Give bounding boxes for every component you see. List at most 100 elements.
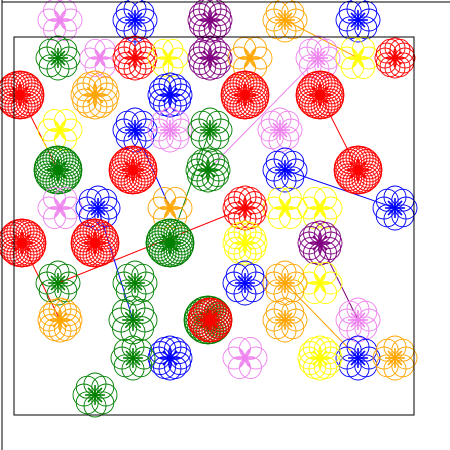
rosette-spoke: [132, 319, 142, 329]
rosette-spoke: [277, 319, 286, 328]
rosette-spoke: [132, 357, 141, 366]
rosette-spoke: [202, 12, 211, 21]
rosette-violet: [37, 0, 83, 41]
rosette-spoke: [244, 49, 251, 59]
rosette-petal: [54, 0, 77, 22]
rosette-spoke: [209, 50, 218, 59]
rosette-petal: [314, 262, 337, 285]
rosette-orange: [70, 70, 120, 120]
rosette-petal: [206, 153, 229, 176]
rosette-spoke: [99, 57, 106, 67]
rosette-petal: [314, 38, 338, 62]
rosette-spoke: [357, 357, 366, 366]
rosette-petal: [43, 109, 66, 132]
rosette-spoke: [349, 169, 359, 179]
rosette-spoke: [314, 199, 321, 209]
rosette-spoke: [127, 275, 136, 284]
rosette-spoke: [209, 19, 218, 28]
rosette-spoke: [54, 121, 61, 131]
rosette-petal: [168, 78, 191, 101]
rosette-spoke: [134, 275, 143, 284]
rosette-spoke: [94, 94, 104, 104]
rosette-spoke: [164, 207, 171, 217]
rosette-spoke: [87, 394, 96, 403]
rosette-spoke: [319, 350, 328, 359]
rosette-spoke: [209, 122, 218, 131]
rosette-spoke: [394, 51, 402, 59]
connector-line: [319, 94, 359, 171]
rosette-spoke: [99, 49, 106, 59]
rosette-blue: [335, 0, 381, 43]
rosette-orange: [227, 37, 273, 79]
rosette-spoke: [357, 12, 366, 21]
rosette-petal: [126, 147, 152, 173]
rosette-violet: [222, 337, 268, 379]
rosette-spoke: [394, 200, 403, 209]
rosette-orange: [262, 260, 308, 306]
rosette-spoke: [284, 199, 291, 209]
rosette-spoke: [86, 234, 96, 244]
rosette-spoke: [54, 129, 61, 139]
rosette-spoke: [357, 312, 366, 321]
rosette-petal: [58, 303, 81, 326]
rosette-spoke: [202, 319, 211, 328]
rosette-spoke: [134, 282, 143, 291]
rosette-spoke: [244, 86, 254, 96]
rosette-spoke: [134, 57, 143, 66]
rosette-spoke: [94, 86, 104, 96]
rosette-blue: [262, 147, 308, 193]
rosette-petal: [153, 187, 176, 210]
rosette-petal: [166, 110, 190, 134]
rosette-spoke: [357, 319, 366, 328]
rosette-petal: [204, 0, 227, 22]
rosette-spoke: [284, 207, 291, 217]
rosette-spoke: [169, 350, 178, 359]
rosette-petal: [193, 0, 216, 22]
rosette-orange: [262, 297, 308, 343]
rosette-spoke: [162, 94, 171, 103]
rosette-spoke: [237, 282, 246, 291]
rosette-spoke: [237, 242, 246, 251]
rosette-spoke: [49, 161, 59, 171]
rosette-spoke: [50, 57, 59, 66]
rosette-petal: [152, 38, 174, 60]
rosette-orange: [37, 297, 83, 343]
rosette-red: [108, 145, 158, 195]
rosette-spoke: [237, 200, 246, 209]
rosette-petal: [208, 303, 231, 326]
rosette-spoke: [237, 275, 246, 284]
rosette-yellow: [262, 187, 308, 229]
rosette-spoke: [312, 357, 321, 366]
connector-line: [319, 242, 359, 321]
rosette-spoke: [239, 357, 246, 367]
rosette-petal: [17, 76, 43, 102]
rosette-spoke: [239, 349, 246, 359]
rosette-petal: [318, 226, 341, 249]
rosette-green: [185, 147, 231, 193]
rosette-violet: [37, 187, 83, 229]
rosette-petal: [239, 222, 262, 245]
rosette-spoke: [249, 57, 256, 67]
rosette-spoke: [207, 162, 216, 171]
rosette-spoke: [244, 57, 251, 67]
rosette-spoke: [127, 122, 136, 131]
rosette-spoke: [57, 169, 67, 179]
connector-line: [284, 282, 359, 359]
rosette-red: [0, 218, 47, 268]
rosette-spoke: [94, 234, 104, 244]
rosette-spoke: [277, 312, 286, 321]
rosette-spoke: [87, 387, 96, 396]
rosette-petal: [206, 110, 230, 134]
rosette-spoke: [200, 162, 209, 171]
rosette-spoke: [164, 199, 171, 209]
plot-frame: [13, 36, 415, 416]
rosette-spoke: [59, 121, 66, 131]
rosette-purple: [187, 35, 233, 81]
rosette-spoke: [357, 19, 366, 28]
rosette-spoke: [319, 94, 329, 104]
rosette-spoke: [387, 350, 396, 359]
rosette-spoke: [94, 242, 104, 252]
rosette-petal: [91, 375, 115, 399]
rosette-petal: [204, 299, 227, 322]
rosette-spoke: [388, 51, 396, 59]
